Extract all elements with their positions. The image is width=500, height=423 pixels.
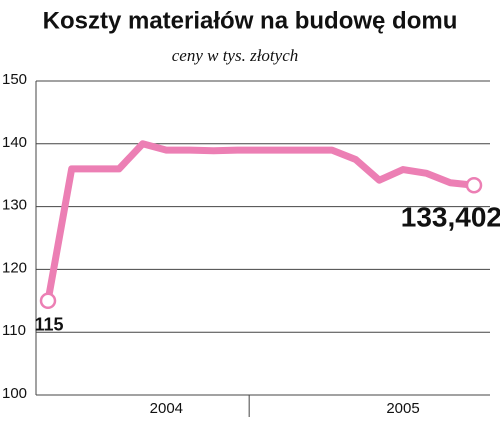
chart-title: Koszty materiałów na budowę domu (43, 7, 458, 34)
y-tick-label: 100 (2, 385, 27, 402)
end-marker (465, 176, 483, 194)
y-tick-label: 120 (2, 259, 27, 276)
y-tick-label: 110 (2, 322, 26, 339)
chart-subtitle: ceny w tys. złotych (172, 46, 299, 65)
x-tick-label: 2005 (386, 400, 419, 417)
end-marker (39, 292, 57, 310)
y-tick-label: 140 (2, 134, 27, 151)
data-line (44, 140, 478, 305)
value-label: 133,402 (401, 202, 500, 233)
value-label: 115 (34, 315, 63, 335)
y-tick-label: 150 (2, 71, 27, 88)
y-tick-label: 130 (2, 197, 27, 214)
x-tick-label: 2004 (150, 400, 183, 417)
